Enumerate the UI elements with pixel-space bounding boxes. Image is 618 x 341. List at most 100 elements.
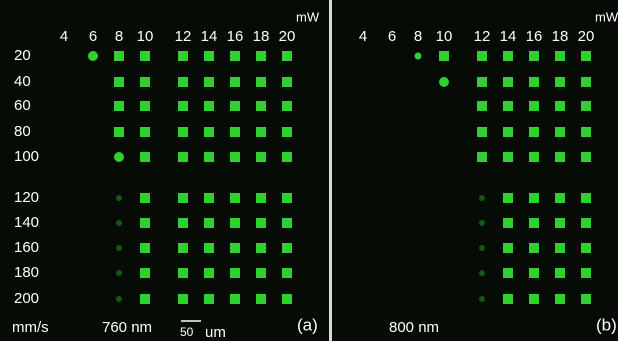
dot [230,101,240,111]
dot [529,243,539,253]
dot [581,127,591,137]
dot [116,296,122,302]
column-label: 6 [388,28,396,45]
dot [503,152,513,162]
dot [230,152,240,162]
dot [555,294,565,304]
row-unit: mm/s [12,319,49,336]
dot [581,51,591,61]
row-label: 80 [14,123,31,140]
column-label: 14 [500,28,517,45]
dot [581,268,591,278]
dot [256,152,266,162]
dot [503,193,513,203]
dot [555,193,565,203]
dot [256,268,266,278]
dot [581,77,591,87]
dot [479,220,485,226]
dot [503,101,513,111]
dot [230,243,240,253]
dot [116,195,122,201]
dot [114,77,124,87]
dot [204,152,214,162]
dot [230,51,240,61]
dot [178,77,188,87]
dot [178,193,188,203]
dot [140,77,150,87]
dot [439,77,449,87]
dot [555,268,565,278]
dot [529,101,539,111]
dot [114,51,124,61]
dot [282,77,292,87]
dot [555,77,565,87]
column-label: 10 [137,28,154,45]
dot [529,268,539,278]
column-label: 4 [60,28,68,45]
wavelength: 800 nm [389,319,439,336]
dot [282,127,292,137]
column-unit: mW [595,9,618,24]
column-label: 14 [201,28,218,45]
dot [555,101,565,111]
dot [178,51,188,61]
dot [503,243,513,253]
column-label: 10 [436,28,453,45]
dot [477,127,487,137]
dot [555,51,565,61]
dot [282,218,292,228]
dot [204,294,214,304]
row-label: 180 [14,264,39,281]
dot [503,268,513,278]
dot [555,152,565,162]
row-label: 40 [14,73,31,90]
dot [230,127,240,137]
column-label: 18 [552,28,569,45]
dot [529,127,539,137]
dot [116,270,122,276]
dot [140,51,150,61]
dot [477,152,487,162]
dot [529,77,539,87]
panel-tag: (a) [297,315,318,334]
dot [282,51,292,61]
column-label: 16 [227,28,244,45]
panel-divider [329,0,332,341]
dot [477,77,487,87]
row-label: 160 [14,239,39,256]
dot [503,51,513,61]
column-label: 18 [253,28,270,45]
dot [140,243,150,253]
dot [529,152,539,162]
dot [256,193,266,203]
dot [503,294,513,304]
dot [88,51,98,61]
dot [529,294,539,304]
dot [204,243,214,253]
dot [178,127,188,137]
row-label: 100 [14,148,39,165]
dot [256,243,266,253]
dot [256,77,266,87]
dot [555,243,565,253]
dot [581,152,591,162]
dot [477,101,487,111]
column-unit: mW [296,9,320,24]
dot [116,220,122,226]
column-label: 8 [115,28,123,45]
wavelength: 760 nm [102,319,152,336]
dot [178,268,188,278]
dot [581,243,591,253]
row-label: 120 [14,189,39,206]
dot [555,218,565,228]
dot [256,51,266,61]
dot [178,101,188,111]
dot [230,294,240,304]
row-label: 60 [14,97,31,114]
scale-bar-unit: um [205,324,226,341]
column-label: 8 [414,28,422,45]
dot [479,270,485,276]
dot [230,77,240,87]
dot [204,193,214,203]
dot [529,218,539,228]
